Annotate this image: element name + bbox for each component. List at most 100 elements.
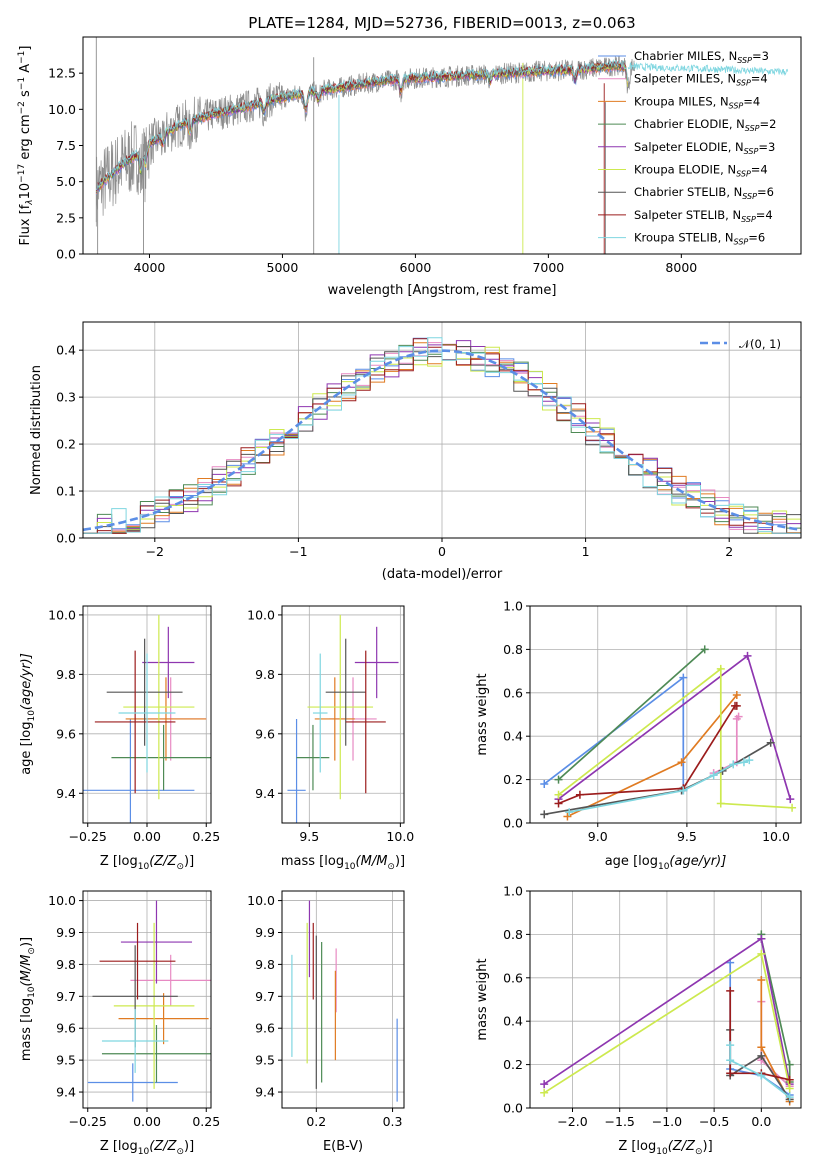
residuals-xtick-label: 0 [438, 544, 446, 559]
weight-point-marker [757, 1043, 766, 1052]
ylabel-base: mass [log [19, 998, 34, 1061]
age-vs-Z-frame [82, 605, 212, 824]
weight-point-marker [554, 790, 563, 799]
weight-point-marker [540, 1080, 549, 1089]
weight-point-marker [540, 779, 549, 788]
legend-base: Kroupa STELIB, N [634, 231, 734, 245]
weight-series-line [543, 952, 791, 1094]
weight-point-marker [757, 1051, 766, 1060]
mass-vs-Z-ytick-label: 9.4 [56, 1085, 76, 1100]
weight-vs-Z-xtick-label: −1.5 [605, 1114, 635, 1129]
legend-sub: SSP [734, 238, 749, 247]
residuals-xtick-label: −2 [146, 544, 164, 559]
age-vs-Z-ylabel: age [log10(age/yr)] [19, 653, 37, 775]
weight-vs-age-plot [540, 645, 797, 821]
legend-base: Chabrier MILES, N [634, 49, 737, 63]
weight-point-marker [732, 690, 741, 699]
age-vs-mass-xtick-label: 10.0 [386, 829, 414, 844]
weight-vs-Z-xtick-label: −0.5 [699, 1114, 729, 1129]
weight-vs-age-ytick-label: 0.0 [503, 816, 523, 831]
legend-sub: SSP [736, 79, 751, 88]
residuals-plot [83, 337, 801, 534]
weight-point-marker [785, 1093, 794, 1102]
spectrum-ytick-label: 5.0 [56, 174, 76, 189]
residuals-xtick-label: −1 [289, 544, 307, 559]
mass-vs-Z-ylabel: mass [log10(M/M⊙)] [19, 937, 37, 1061]
spectrum-tail-line [627, 62, 789, 76]
label-base: age [log [605, 854, 658, 869]
gaussian-curve [83, 349, 799, 532]
weight-point-marker [734, 712, 743, 721]
label-end: )] [395, 854, 405, 869]
mass-vs-Z-xlabel: Z [log10(Z/Z⊙)] [100, 1139, 194, 1157]
ylabel-part: −1 [17, 77, 27, 90]
weight-point-marker [739, 758, 748, 767]
weight-series-line [557, 648, 706, 781]
weight-point-marker [785, 1075, 794, 1084]
label-tail: (Z/Z [149, 1139, 177, 1154]
mass-vs-ebv-xlabel: E(B-V) [323, 1139, 363, 1154]
ylabel-part: λ [25, 199, 35, 205]
mass-vs-Z-axes: −0.25 0.00 0.25 9.4 9.5 9.6 9.7 9.8 9.9 10.0 [48, 891, 220, 1129]
weight-point-marker [732, 701, 741, 710]
weight-vs-Z-ytick-label: 1.0 [503, 884, 523, 899]
weight-vs-Z-xlabel: Z [log10(Z/Z⊙)] [618, 1139, 712, 1157]
mass-vs-Z-ytick-label: 10.0 [48, 893, 76, 908]
weight-point-marker [785, 1084, 794, 1093]
residuals-ytick-label: 0.1 [56, 484, 76, 499]
residuals-ylabel: Normed distribution [29, 365, 44, 495]
age-vs-Z-xtick-label: 0.00 [133, 829, 161, 844]
mass-vs-Z-plot [87, 900, 211, 1102]
weight-point-marker [785, 1060, 794, 1069]
legend-sub: SSP [742, 192, 757, 201]
legend-sub: SSP [737, 56, 752, 65]
weight-vs-age-frame [529, 605, 802, 824]
weight-vs-age-ytick-label: 1.0 [503, 599, 523, 614]
legend-tail: =3 [752, 49, 769, 63]
spectrum-xtick-label: 5000 [267, 260, 299, 275]
age-vs-Z-xtick-label: 0.25 [192, 829, 220, 844]
legend-entry: Salpeter MILES, NSSP=4 [634, 72, 768, 88]
age-vs-mass-xlabel: mass [log10(M/M⊙)] [281, 854, 405, 872]
residuals-frame [82, 321, 802, 539]
legend-base: Salpeter STELIB, N [634, 208, 741, 222]
mass-vs-ebv-ytick-label: 10.0 [247, 893, 275, 908]
weight-point-marker [743, 651, 752, 660]
label-sun: ⊙ [695, 1147, 703, 1157]
spectrum-xtick-label: 4000 [134, 260, 166, 275]
weight-vs-Z-xtick-label: 0.0 [751, 1114, 771, 1129]
age-vs-mass-axes: 9.5 10.0 9.4 9.6 9.8 10.0 [247, 606, 414, 844]
residuals-xlabel: (data-model)/error [382, 567, 503, 582]
age-vs-mass-ytick-label: 10.0 [247, 607, 275, 622]
spectrum-ytick-label: 7.5 [56, 138, 76, 153]
weight-vs-Z-ytick-label: 0.0 [503, 1101, 523, 1116]
label-tail: (Z/Z [149, 854, 177, 869]
ylabel-part: −1 [17, 51, 27, 64]
mass-vs-ebv-xtick-label: 0.3 [383, 1114, 403, 1129]
age-vs-Z-ytick-label: 10.0 [48, 607, 76, 622]
weight-point-marker [726, 1041, 735, 1050]
residuals-xtick-label: 1 [582, 544, 590, 559]
legend-tail: =3 [758, 140, 775, 154]
legend-base: Salpeter ELODIE, N [634, 140, 744, 154]
mass-vs-ebv-ytick-label: 9.7 [255, 989, 275, 1004]
ylabel-part: Flux [f [18, 204, 33, 245]
weight-point-marker [679, 786, 688, 795]
spectrum-ytick-label: 0.0 [56, 247, 76, 262]
mass-vs-ebv-axes: 0.2 0.3 9.4 9.5 9.6 9.7 9.8 9.9 10.0 [247, 891, 404, 1129]
weight-point-marker [757, 975, 766, 984]
spectrum-xlabel: wavelength [Angstrom, rest frame] [328, 283, 557, 298]
weight-vs-age-xtick-label: 9.5 [677, 829, 697, 844]
legend-sub: SSP [741, 215, 756, 224]
weight-vs-age-ytick-label: 0.6 [503, 685, 523, 700]
ylabel-sun: ⊙ [27, 947, 37, 955]
ylabel-part: 10 [18, 183, 33, 200]
ylabel-part: s [18, 90, 33, 101]
weight-vs-age-xtick-label: 10.0 [762, 829, 790, 844]
weight-point-marker [554, 775, 563, 784]
spectrum-xtick-label: 6000 [400, 260, 432, 275]
age-vs-mass-xtick-label: 9.5 [299, 829, 319, 844]
spectrum-ytick-label: 2.5 [56, 210, 76, 225]
ylabel-base: age [log [19, 722, 34, 775]
legend-base: Chabrier ELODIE, N [634, 117, 745, 131]
